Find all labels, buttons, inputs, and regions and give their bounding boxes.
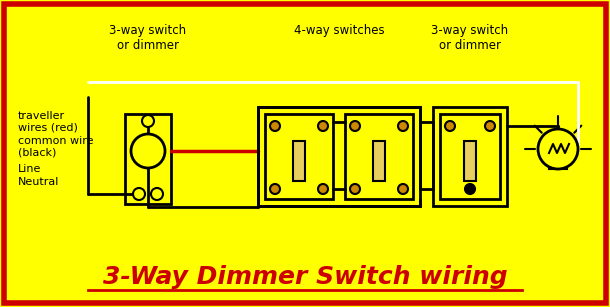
Circle shape — [133, 188, 145, 200]
Circle shape — [350, 121, 360, 131]
Circle shape — [445, 121, 455, 131]
FancyBboxPatch shape — [345, 114, 413, 199]
Circle shape — [318, 184, 328, 194]
FancyBboxPatch shape — [125, 114, 171, 204]
Circle shape — [398, 184, 408, 194]
Circle shape — [350, 184, 360, 194]
Text: Neutral: Neutral — [18, 177, 59, 187]
Circle shape — [270, 184, 280, 194]
FancyBboxPatch shape — [373, 141, 385, 181]
Circle shape — [151, 188, 163, 200]
FancyBboxPatch shape — [293, 141, 305, 181]
Circle shape — [538, 129, 578, 169]
FancyBboxPatch shape — [440, 114, 500, 199]
Circle shape — [318, 121, 328, 131]
Text: 3-way switch
or dimmer: 3-way switch or dimmer — [431, 24, 509, 52]
Circle shape — [398, 121, 408, 131]
Text: traveller
wires (red): traveller wires (red) — [18, 111, 78, 133]
FancyBboxPatch shape — [265, 114, 333, 199]
Circle shape — [485, 121, 495, 131]
Text: common wire
(black): common wire (black) — [18, 136, 93, 158]
Text: 4-way switches: 4-way switches — [293, 24, 384, 37]
Text: 3-way switch
or dimmer: 3-way switch or dimmer — [109, 24, 187, 52]
FancyBboxPatch shape — [549, 162, 567, 169]
Circle shape — [131, 134, 165, 168]
FancyBboxPatch shape — [464, 141, 476, 181]
Text: 3-Way Dimmer Switch wiring: 3-Way Dimmer Switch wiring — [102, 265, 508, 289]
Circle shape — [465, 184, 475, 194]
Text: Line: Line — [18, 164, 41, 174]
Circle shape — [270, 121, 280, 131]
Circle shape — [142, 115, 154, 127]
